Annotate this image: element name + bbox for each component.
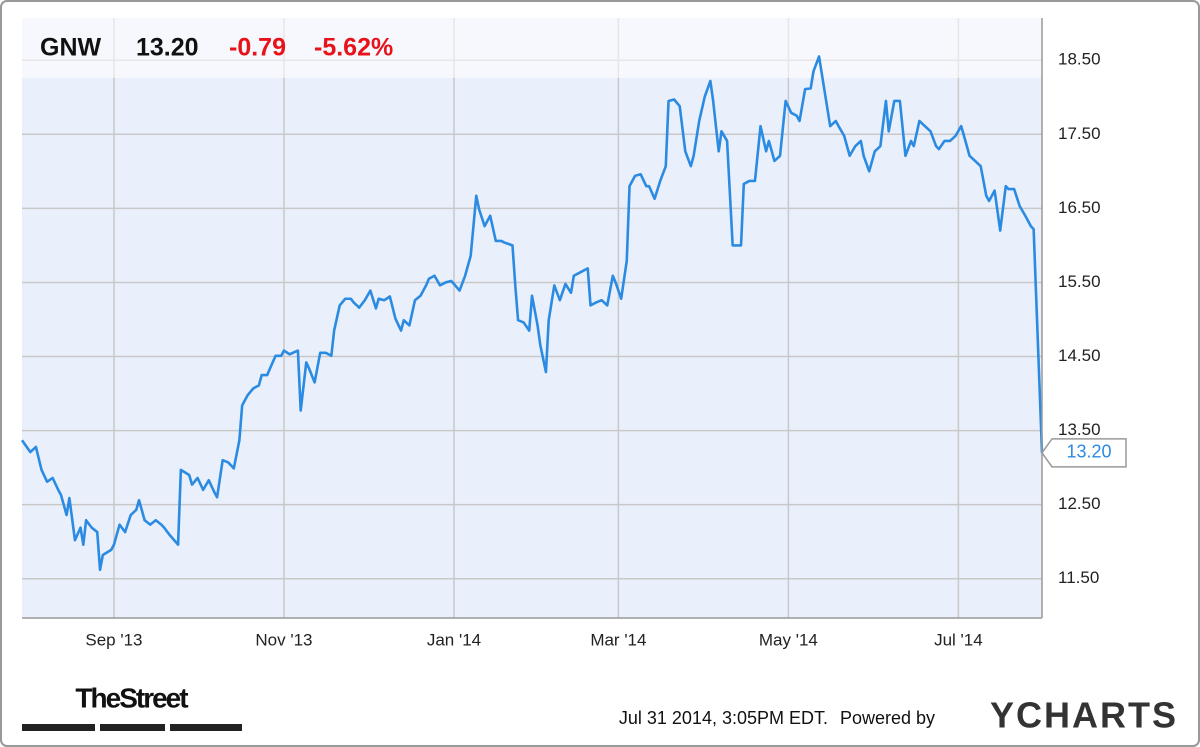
header-band [22,18,1042,78]
x-tick-label: Sep '13 [85,630,142,649]
logo-bar [170,724,242,731]
marks: 13.20 [20,55,1127,572]
y-tick-label: 14.50 [1058,346,1101,365]
y-tick-label: 17.50 [1058,124,1101,143]
price-line [20,55,1044,572]
y-tick-label: 13.50 [1058,420,1101,439]
y-tick-label: 11.50 [1058,568,1099,587]
last-value-callout [1041,438,1127,468]
y-tick-label: 16.50 [1058,198,1101,217]
timestamp: Jul 31 2014, 3:05PM EDT. [619,708,828,728]
y-tick-label: 12.50 [1058,494,1101,513]
change-pct: -5.62% [314,34,393,62]
x-tick-label: Jul '14 [934,630,983,649]
plot-area [22,18,1042,618]
y-tick-label: 15.50 [1058,272,1101,291]
logo-bar [22,724,95,731]
x-tick-label: May '14 [759,630,818,649]
x-tick-label: Jan '14 [427,630,481,649]
source-logo: TheStreet [75,682,188,713]
price: 13.20 [136,34,199,62]
x-tick-label: Nov '13 [255,630,312,649]
y-tick-label: 18.50 [1058,50,1101,69]
logo-bar [100,724,165,731]
brand-logo: YCHARTS [990,695,1178,736]
powered-by: Powered by [840,708,935,728]
change: -0.79 [229,34,286,62]
last-value-label: 13.20 [1066,442,1111,462]
ticker: GNW [40,34,102,62]
x-tick-label: Mar '14 [590,630,646,649]
